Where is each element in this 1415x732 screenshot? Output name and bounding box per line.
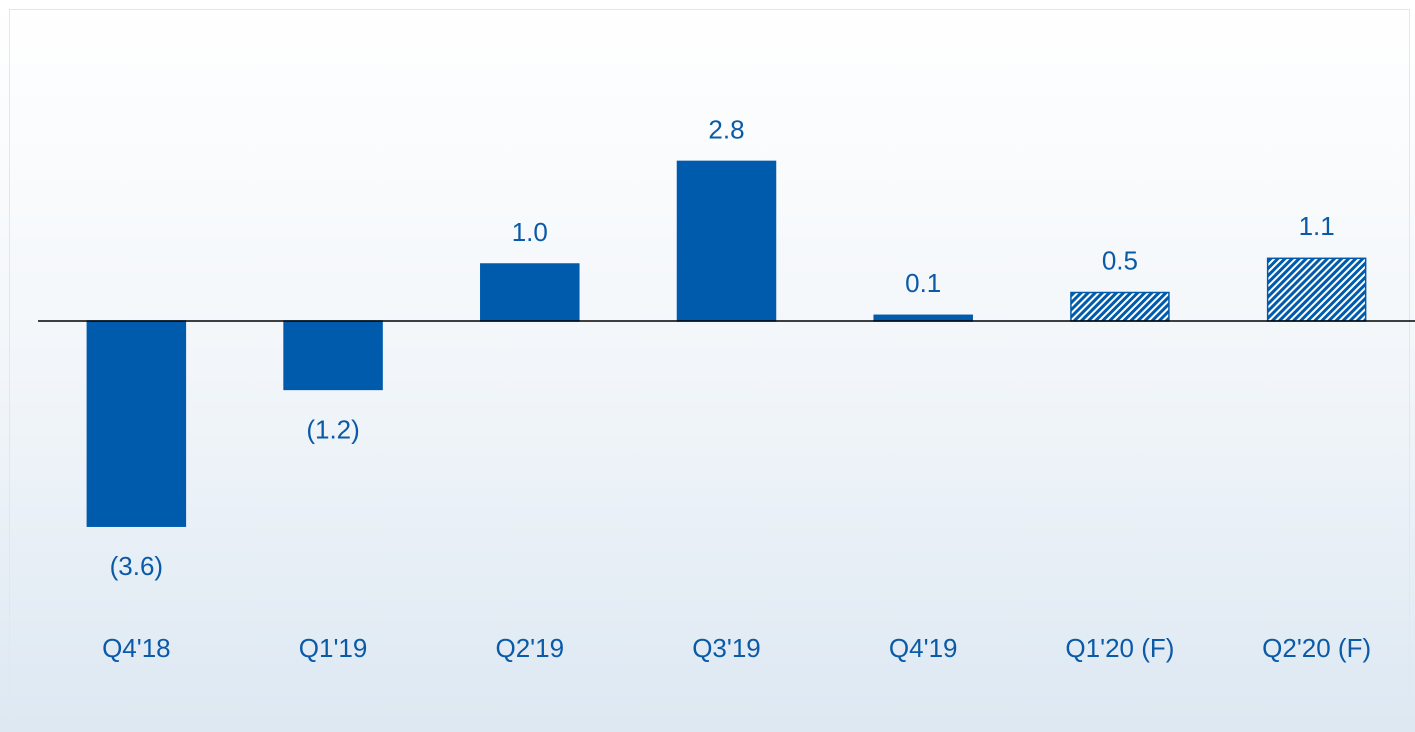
x-tick-label: Q4'18 [102, 633, 171, 663]
value-label: (1.2) [306, 414, 359, 444]
x-tick-label: Q1'20 (F) [1065, 633, 1174, 663]
value-label: 1.1 [1299, 211, 1335, 241]
x-tick-label: Q1'19 [299, 633, 368, 663]
frame [9, 9, 1410, 732]
x-tick-label: Q2'19 [495, 633, 564, 663]
bar [480, 263, 580, 322]
bar [283, 320, 383, 391]
bar [1070, 291, 1170, 322]
value-label: 1.0 [512, 217, 548, 247]
bar [1266, 257, 1367, 322]
value-label: 2.8 [708, 114, 744, 144]
bar [873, 314, 973, 322]
value-label: 0.5 [1102, 245, 1138, 275]
x-tick-label: Q2'20 (F) [1262, 633, 1371, 663]
bar [676, 160, 777, 322]
x-tick-label: Q3'19 [692, 633, 761, 663]
bar [86, 320, 187, 527]
value-label: (3.6) [110, 551, 163, 581]
value-label: 0.1 [905, 268, 941, 298]
x-tick-label: Q4'19 [889, 633, 958, 663]
